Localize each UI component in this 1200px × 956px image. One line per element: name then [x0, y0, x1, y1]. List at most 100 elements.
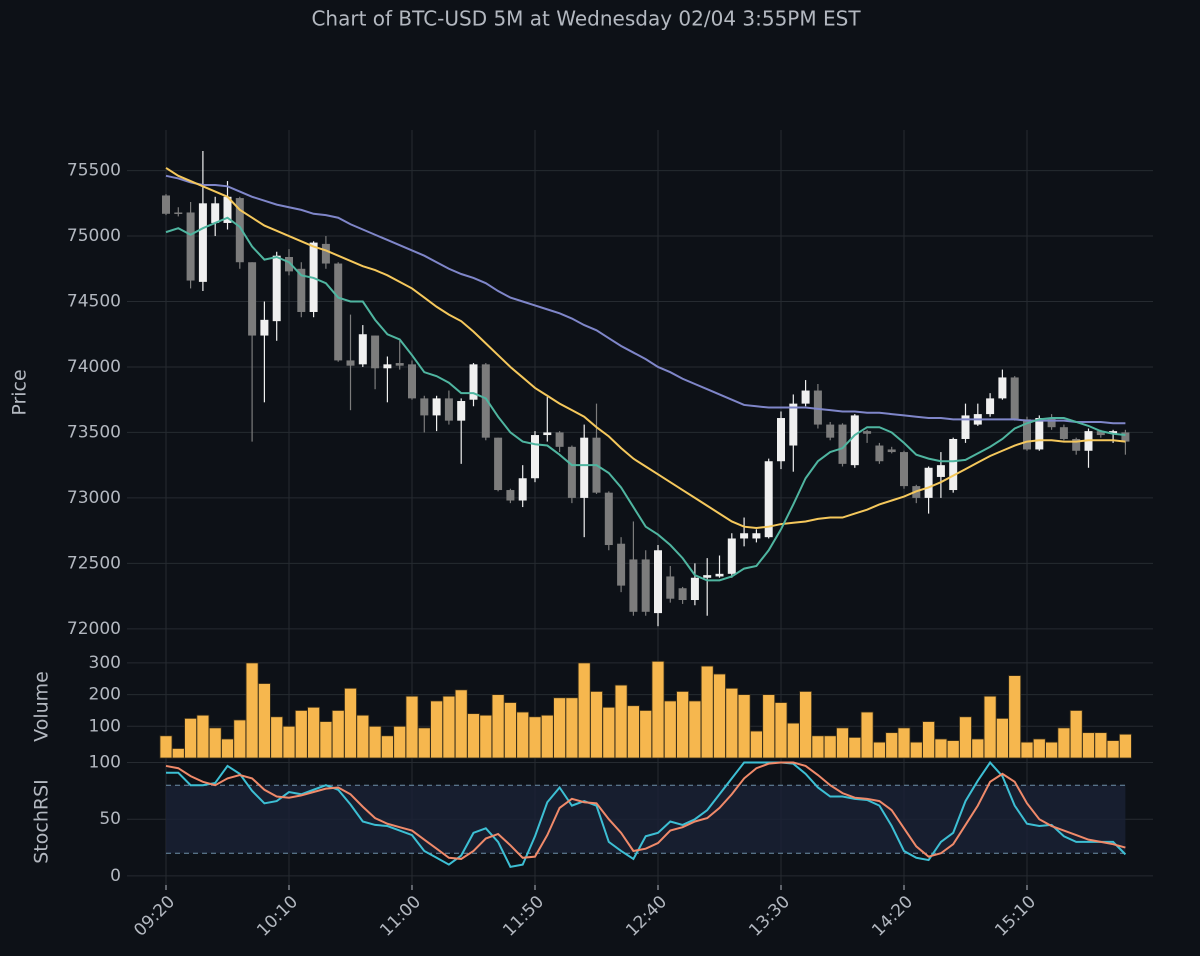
- bar: [725, 687, 739, 759]
- candle-body: [162, 195, 170, 214]
- line: [165, 216, 1126, 582]
- candle-body: [186, 212, 195, 281]
- bar: [1045, 741, 1058, 759]
- bar: [737, 694, 751, 759]
- y-tick-label: 75000: [67, 226, 121, 246]
- bar: [417, 727, 431, 759]
- bar: [836, 727, 849, 759]
- candle-body: [629, 559, 638, 612]
- candle-body: [887, 449, 896, 453]
- bar: [553, 697, 566, 759]
- candle-body: [248, 262, 257, 336]
- candle-body: [531, 435, 539, 479]
- candle-body: [604, 492, 613, 546]
- candle-body: [334, 263, 343, 361]
- candle-body: [358, 334, 367, 365]
- bar: [405, 695, 419, 759]
- candle-body: [1035, 418, 1044, 450]
- candle-body: [1072, 438, 1081, 451]
- bar: [602, 706, 616, 759]
- y-axis-label: Price: [9, 369, 31, 415]
- bar: [540, 714, 554, 759]
- bar: [528, 716, 542, 759]
- candle-body: [506, 490, 515, 501]
- candle-body: [900, 452, 908, 487]
- bar: [503, 702, 517, 759]
- candle-body: [936, 465, 945, 477]
- bar: [331, 710, 345, 759]
- y-tick-label: 200: [89, 685, 121, 705]
- candle-body: [297, 268, 306, 312]
- bar: [983, 695, 997, 759]
- bar: [700, 665, 714, 759]
- candle-body: [924, 467, 933, 498]
- candle-body: [383, 364, 392, 369]
- bar: [1032, 738, 1046, 759]
- bar: [590, 691, 603, 759]
- bar: [676, 691, 689, 759]
- candle-body: [641, 559, 650, 612]
- candle-body: [285, 256, 293, 272]
- bar: [786, 722, 800, 759]
- candle-body: [494, 437, 503, 491]
- bar: [233, 719, 247, 759]
- y-tick-label: 74500: [67, 292, 121, 312]
- bar: [368, 725, 382, 759]
- candle-body: [211, 203, 220, 223]
- candle-body: [1047, 418, 1056, 428]
- candle-body: [469, 364, 478, 400]
- band-area: [166, 785, 1126, 854]
- line: [166, 760, 1127, 868]
- bar: [627, 705, 640, 759]
- candle-body: [543, 432, 552, 436]
- y-tick-label: 0: [110, 866, 121, 886]
- candle-body: [444, 398, 453, 421]
- bar: [356, 714, 370, 759]
- candle-body: [1096, 431, 1105, 436]
- candle-body: [986, 398, 995, 415]
- candle-body: [198, 203, 207, 282]
- bar: [319, 721, 333, 759]
- candle-body: [555, 432, 564, 447]
- candle-body: [223, 196, 232, 223]
- candle-body: [826, 424, 835, 438]
- candle-body: [961, 415, 970, 439]
- candle-body: [1023, 419, 1031, 450]
- bar: [159, 735, 173, 759]
- candle-body: [838, 424, 847, 464]
- bar: [454, 689, 468, 759]
- bar: [885, 732, 899, 759]
- y-tick-label: 300: [89, 653, 121, 673]
- candle-body: [260, 319, 269, 336]
- y-axis-label: Volume: [31, 671, 53, 742]
- bar: [663, 700, 677, 759]
- candle-body: [371, 335, 380, 369]
- bar: [380, 735, 394, 759]
- bar: [688, 700, 702, 759]
- candle-body: [481, 364, 490, 438]
- bar: [1094, 732, 1108, 759]
- y-tick-label: 73000: [67, 488, 121, 508]
- candle-body: [949, 438, 958, 491]
- bar: [614, 684, 628, 759]
- candle-body: [420, 398, 429, 416]
- y-tick-label: 73500: [67, 422, 121, 442]
- bar: [909, 741, 923, 759]
- candle-body: [863, 431, 872, 434]
- bar: [713, 673, 726, 759]
- candle-body: [703, 575, 712, 578]
- bar: [294, 710, 308, 759]
- candle-body: [235, 198, 244, 263]
- candle-body: [174, 212, 183, 214]
- candle-body: [432, 398, 441, 416]
- candle-body: [801, 390, 810, 404]
- candle-body: [764, 461, 773, 538]
- bar: [959, 716, 972, 759]
- bar: [171, 748, 185, 759]
- bar: [1069, 710, 1083, 759]
- candle-body: [875, 445, 884, 462]
- bar: [946, 740, 960, 759]
- bar: [774, 702, 788, 759]
- candle-body: [777, 418, 785, 462]
